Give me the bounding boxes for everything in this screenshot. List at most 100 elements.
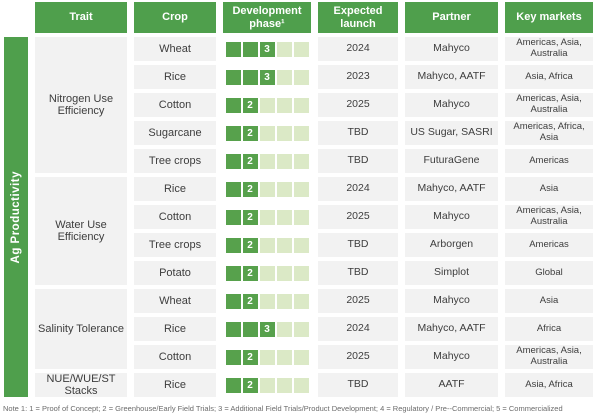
phase-square-current: 2: [242, 153, 258, 169]
phase-square: [225, 181, 241, 197]
phase-indicator: 2: [223, 93, 311, 117]
phase-square: [293, 125, 309, 141]
partner-cell: Mahyco, AATF: [405, 177, 498, 201]
crop-cell: Cotton: [134, 93, 216, 117]
crop-cell: Wheat: [134, 289, 216, 313]
markets-cell: Americas: [505, 233, 593, 257]
phase-square-current: 3: [259, 41, 275, 57]
phase-square: [276, 321, 292, 337]
table-grid: Trait Crop Development phase¹ Expected l…: [4, 2, 593, 397]
trait-group-cell: NUE/WUE/ST Stacks: [35, 373, 127, 397]
category-label: Ag Productivity: [10, 170, 22, 264]
phase-square: [276, 181, 292, 197]
phase-square: [259, 209, 275, 225]
phase-indicator: 2: [223, 205, 311, 229]
phase-square: [242, 69, 258, 85]
phase-square: [225, 237, 241, 253]
phase-square: [225, 321, 241, 337]
phase-square: [225, 69, 241, 85]
launch-cell: TBD: [318, 121, 398, 145]
partner-cell: Simplot: [405, 261, 498, 285]
phase-square: [276, 349, 292, 365]
crop-cell: Rice: [134, 177, 216, 201]
markets-cell: Americas, Asia, Australia: [505, 93, 593, 117]
column-header-crop: Crop: [134, 2, 216, 33]
launch-cell: 2025: [318, 205, 398, 229]
phase-indicator: 2: [223, 373, 311, 397]
launch-cell: TBD: [318, 261, 398, 285]
partner-cell: Mahyco: [405, 37, 498, 61]
phase-square: [293, 69, 309, 85]
crop-cell: Tree crops: [134, 233, 216, 257]
markets-cell: Americas, Asia, Australia: [505, 37, 593, 61]
phase-square: [225, 293, 241, 309]
crop-cell: Rice: [134, 65, 216, 89]
launch-cell: 2024: [318, 37, 398, 61]
markets-cell: Asia: [505, 289, 593, 313]
phase-indicator: 2: [223, 289, 311, 313]
phase-square-current: 2: [242, 265, 258, 281]
phase-square: [293, 349, 309, 365]
phase-square: [259, 265, 275, 281]
phase-square: [276, 41, 292, 57]
category-sidebar: Ag Productivity: [4, 37, 28, 397]
phase-square-current: 2: [242, 209, 258, 225]
trait-group-cell: Water Use Efficiency: [35, 177, 127, 285]
trait-group-cell: Nitrogen Use Efficiency: [35, 37, 127, 173]
phase-indicator: 2: [223, 345, 311, 369]
phase-square: [259, 125, 275, 141]
phase-indicator: 2: [223, 261, 311, 285]
phase-square: [276, 293, 292, 309]
phase-square: [259, 349, 275, 365]
phase-square: [225, 97, 241, 113]
phase-indicator: 3: [223, 317, 311, 341]
crop-cell: Cotton: [134, 205, 216, 229]
phase-square-current: 2: [242, 377, 258, 393]
launch-cell: 2024: [318, 177, 398, 201]
launch-cell: 2025: [318, 345, 398, 369]
crop-cell: Tree crops: [134, 149, 216, 173]
launch-cell: TBD: [318, 233, 398, 257]
phase-square-current: 2: [242, 97, 258, 113]
phase-indicator: 2: [223, 121, 311, 145]
launch-cell: 2025: [318, 289, 398, 313]
markets-cell: Africa: [505, 317, 593, 341]
phase-square: [276, 209, 292, 225]
markets-cell: Americas, Asia, Australia: [505, 205, 593, 229]
markets-cell: Americas: [505, 149, 593, 173]
column-header-trait: Trait: [35, 2, 127, 33]
phase-square: [293, 209, 309, 225]
column-header-partner: Partner: [405, 2, 498, 33]
phase-square: [259, 181, 275, 197]
launch-cell: TBD: [318, 149, 398, 173]
phase-square: [276, 153, 292, 169]
markets-cell: Asia, Africa: [505, 65, 593, 89]
phase-square: [276, 69, 292, 85]
partner-cell: Mahyco, AATF: [405, 65, 498, 89]
phase-square: [225, 41, 241, 57]
phase-square: [293, 97, 309, 113]
markets-cell: Asia, Africa: [505, 373, 593, 397]
phase-square: [293, 293, 309, 309]
phase-square: [293, 153, 309, 169]
phase-square: [259, 377, 275, 393]
phase-square-current: 3: [259, 69, 275, 85]
footnote: Note 1: 1 = Proof of Concept; 2 = Greenh…: [3, 404, 563, 413]
column-header-key-markets: Key markets: [505, 2, 593, 33]
column-header-expected-launch: Expected launch: [318, 2, 398, 33]
phase-square-current: 2: [242, 125, 258, 141]
launch-cell: 2025: [318, 93, 398, 117]
markets-cell: Global: [505, 261, 593, 285]
partner-cell: Mahyco: [405, 93, 498, 117]
trait-group-cell: Salinity Tolerance: [35, 289, 127, 369]
phase-indicator: 2: [223, 233, 311, 257]
crop-cell: Rice: [134, 373, 216, 397]
phase-square: [259, 153, 275, 169]
phase-indicator: 3: [223, 65, 311, 89]
partner-cell: AATF: [405, 373, 498, 397]
phase-square: [225, 209, 241, 225]
partner-cell: US Sugar, SASRI: [405, 121, 498, 145]
phase-square: [225, 377, 241, 393]
phase-square: [293, 321, 309, 337]
